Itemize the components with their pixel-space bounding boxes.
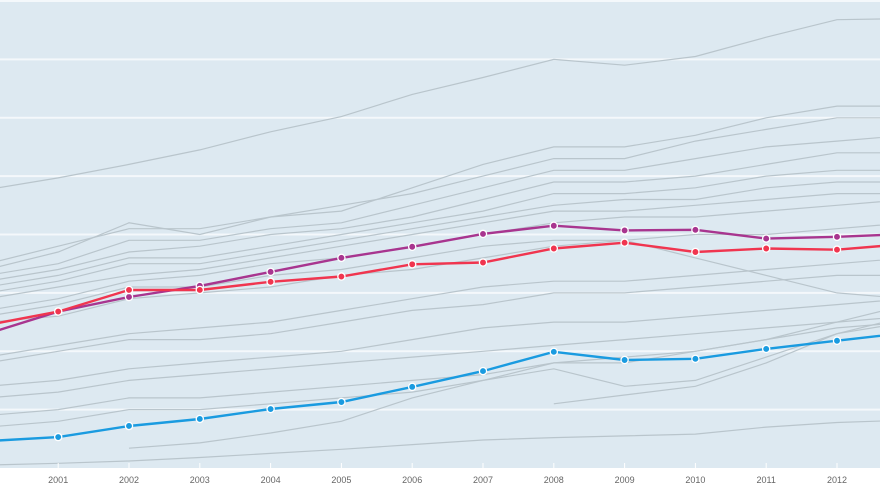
data-point[interactable] (832, 245, 842, 254)
highlight-series (0, 221, 880, 442)
background-series-line (0, 274, 880, 362)
data-point[interactable] (620, 238, 629, 247)
background-series-line (0, 181, 880, 292)
data-point[interactable] (478, 258, 488, 267)
data-point[interactable] (407, 242, 417, 252)
x-tick-label: 2006 (402, 475, 422, 485)
data-point[interactable] (478, 366, 488, 376)
background-series-line (0, 105, 880, 268)
background-series-line (553, 326, 880, 405)
background-series-line (128, 323, 880, 449)
data-point[interactable] (832, 336, 842, 345)
data-point[interactable] (620, 355, 629, 365)
background-series-line (0, 152, 880, 280)
background-series-line (0, 117, 880, 262)
highlight-series-line[interactable] (0, 224, 880, 334)
data-point[interactable] (761, 244, 771, 253)
data-point[interactable] (53, 307, 63, 316)
data-point[interactable] (266, 277, 275, 287)
data-point[interactable] (266, 404, 275, 414)
background-series-line (0, 420, 880, 466)
background-series-line (0, 193, 880, 298)
background-series-line (0, 300, 880, 386)
data-point[interactable] (337, 272, 346, 281)
data-point[interactable] (124, 421, 134, 431)
highlight-series-line[interactable] (0, 333, 880, 442)
x-tick-label: 2009 (615, 475, 635, 485)
data-point[interactable] (407, 260, 417, 269)
data-point[interactable] (53, 432, 63, 442)
data-point[interactable] (549, 244, 559, 253)
data-point[interactable] (549, 221, 559, 230)
highlight-series-line[interactable] (0, 241, 880, 325)
background-series-line (0, 239, 880, 315)
data-point[interactable] (761, 344, 771, 354)
x-axis: 2000200120022003200420052006200720082009… (48, 463, 847, 485)
data-point[interactable] (124, 292, 134, 302)
x-tick-label: 2012 (827, 475, 847, 485)
data-point[interactable] (337, 253, 346, 263)
background-series-line (0, 169, 880, 286)
background-series-line (0, 317, 880, 398)
x-tick-label: 2010 (685, 475, 705, 485)
data-point[interactable] (407, 382, 417, 392)
x-tick-label: 2004 (261, 475, 281, 485)
x-tick-label: 2011 (757, 475, 776, 485)
data-point[interactable] (691, 354, 700, 364)
x-tick-label: 2008 (544, 475, 564, 485)
data-point[interactable] (478, 229, 488, 239)
data-point[interactable] (195, 414, 205, 424)
data-point[interactable] (337, 397, 346, 407)
x-tick-label: 2005 (331, 475, 351, 485)
data-point[interactable] (832, 232, 842, 242)
background-series-line (0, 136, 880, 274)
background-series-line (0, 322, 880, 427)
data-point[interactable] (195, 285, 205, 295)
data-point[interactable] (691, 225, 700, 235)
x-tick-label: 2007 (473, 475, 493, 485)
background-series (0, 18, 880, 466)
x-tick-label: 2003 (190, 475, 210, 485)
data-point[interactable] (266, 267, 275, 277)
data-point[interactable] (124, 285, 134, 295)
data-point[interactable] (691, 247, 700, 257)
data-point[interactable] (620, 226, 629, 235)
background-series-line (0, 18, 880, 189)
data-point[interactable] (761, 234, 771, 243)
data-point[interactable] (549, 347, 559, 357)
x-tick-label: 2001 (48, 475, 68, 485)
background-series-line (0, 259, 880, 356)
x-tick-label: 2002 (119, 475, 139, 485)
